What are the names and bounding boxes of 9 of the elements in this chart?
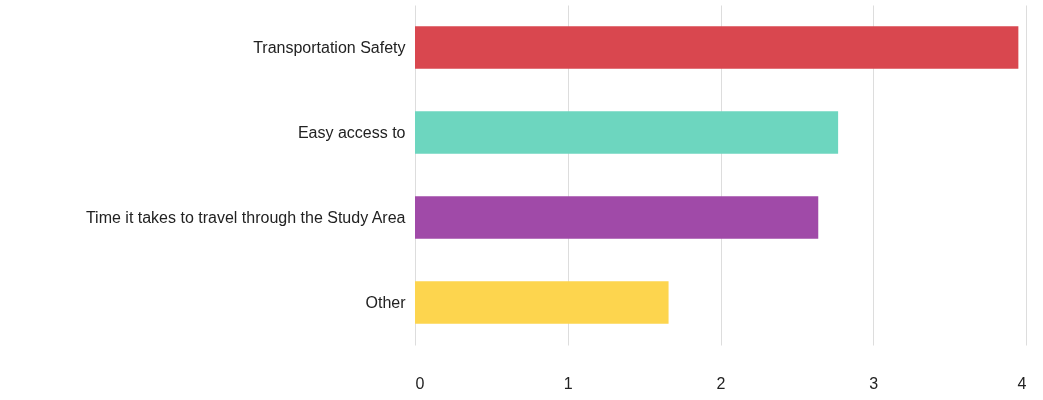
x-tick-label: 0 — [415, 374, 425, 392]
x-tick-label: 1 — [563, 374, 573, 392]
x-tick-label: 3 — [869, 374, 879, 392]
y-tick-label: Other — [365, 293, 407, 311]
y-tick-label: Time it takes to travel through the Study Area — [85, 208, 406, 226]
y-tick-label: Easy access to — [297, 123, 406, 141]
y-tick-label: Transportation Safety — [253, 38, 406, 56]
x-tick-label: 2 — [716, 374, 726, 392]
x-tick-label: 4 — [1017, 374, 1027, 392]
